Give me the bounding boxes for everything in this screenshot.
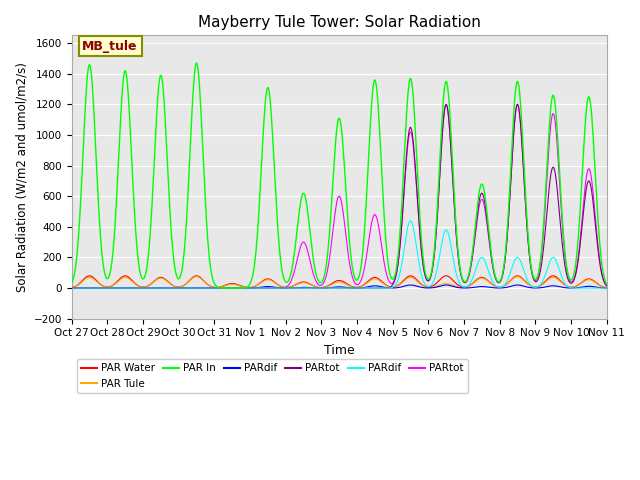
Text: MB_tule: MB_tule	[83, 39, 138, 52]
Y-axis label: Solar Radiation (W/m2 and umol/m2/s): Solar Radiation (W/m2 and umol/m2/s)	[15, 62, 28, 292]
X-axis label: Time: Time	[324, 344, 355, 357]
Title: Mayberry Tule Tower: Solar Radiation: Mayberry Tule Tower: Solar Radiation	[198, 15, 481, 30]
Legend: PAR Water, PAR Tule, PAR In, PARdif, PARtot, PARdif, PARtot: PAR Water, PAR Tule, PAR In, PARdif, PAR…	[77, 360, 468, 393]
